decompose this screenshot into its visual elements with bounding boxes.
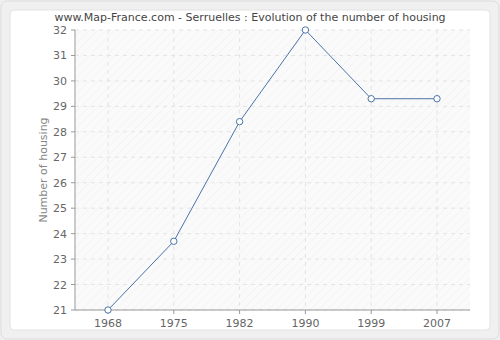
- tick: [305, 310, 306, 314]
- tick: [173, 310, 174, 314]
- tick: [71, 233, 75, 234]
- tick-label: 21: [53, 304, 67, 317]
- grid-line: [75, 157, 470, 158]
- tick: [71, 208, 75, 209]
- tick-label: 1982: [226, 317, 254, 330]
- tick: [71, 157, 75, 158]
- grid-line: [75, 208, 470, 209]
- tick: [71, 55, 75, 56]
- plot-hatch: [75, 30, 470, 310]
- marker: [171, 238, 177, 244]
- tick: [71, 182, 75, 183]
- tick-label: 23: [53, 253, 67, 266]
- tick-label: 29: [53, 100, 67, 113]
- tick: [71, 284, 75, 285]
- background: [1, 1, 499, 339]
- y-label: Number of housing: [37, 117, 50, 222]
- tick-label: 31: [53, 49, 67, 62]
- y-axis: [75, 30, 76, 310]
- grid-line: [75, 55, 470, 56]
- tick: [71, 310, 75, 311]
- tick: [239, 310, 240, 314]
- grid-line: [75, 310, 470, 311]
- x-axis: [75, 310, 470, 311]
- panel: [10, 10, 490, 330]
- grid-line: [108, 30, 109, 310]
- tick-label: 32: [53, 24, 67, 37]
- tick-label: 1999: [357, 317, 385, 330]
- line: [108, 30, 437, 310]
- tick: [371, 310, 372, 314]
- series: [105, 27, 440, 313]
- tick-label: 2007: [423, 317, 451, 330]
- tick-label: 28: [53, 126, 67, 139]
- tick-label: 26: [53, 177, 67, 190]
- grid-line: [75, 182, 470, 183]
- tick: [71, 106, 75, 107]
- tick-label: 25: [53, 202, 67, 215]
- marker: [368, 96, 374, 102]
- grid-line: [173, 30, 174, 310]
- title: www.Map-France.com - Serruelles : Evolut…: [54, 11, 445, 24]
- grid-line: [75, 131, 470, 132]
- tick-label: 24: [53, 228, 67, 241]
- tick: [437, 310, 438, 314]
- grid-line: [239, 30, 240, 310]
- tick: [71, 30, 75, 31]
- tick-label: 1975: [160, 317, 188, 330]
- grid-line: [75, 80, 470, 81]
- tick: [71, 80, 75, 81]
- tick-label: 1968: [94, 317, 122, 330]
- grid-line: [75, 259, 470, 260]
- grid-line: [75, 233, 470, 234]
- grid-line: [75, 106, 470, 107]
- tick-label: 22: [53, 279, 67, 292]
- grid-line: [75, 30, 470, 31]
- marker: [434, 96, 440, 102]
- plot-area: [75, 30, 470, 310]
- tick-label: 30: [53, 75, 67, 88]
- grid-line: [371, 30, 372, 310]
- tick-label: 27: [53, 151, 67, 164]
- marker: [105, 307, 111, 313]
- tick: [71, 259, 75, 260]
- marker: [302, 27, 308, 33]
- chart: 21 22 23 24 25 26 27 28 29 30 31 32 1968 1975 1982 1990…: [0, 0, 500, 340]
- grid-line: [305, 30, 306, 310]
- grid-line: [437, 30, 438, 310]
- grid-line: [75, 284, 470, 285]
- marker: [236, 118, 242, 124]
- tick: [71, 131, 75, 132]
- tick-label: 1990: [291, 317, 319, 330]
